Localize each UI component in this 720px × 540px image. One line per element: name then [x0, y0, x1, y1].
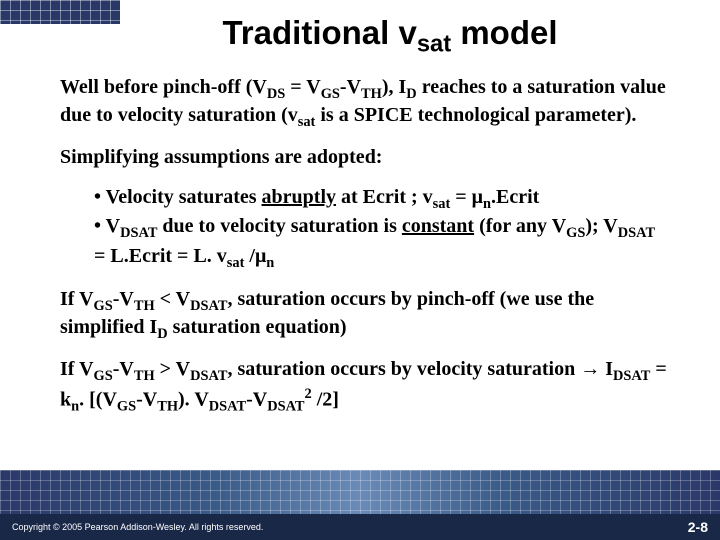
p1-t1: Well before pinch-off (V [60, 76, 267, 98]
p4-t9: ). V [178, 388, 209, 410]
slide-content: Traditional vsat model Well before pinch… [0, 0, 720, 415]
p4-s7: TH [157, 398, 178, 414]
title-pre: Traditional v [222, 14, 416, 51]
title-sub: sat [417, 31, 451, 58]
bullets: • Velocity saturates abruptly at Ecrit ;… [94, 184, 670, 273]
footer-bar: Copyright © 2005 Pearson Addison-Wesley.… [0, 514, 720, 540]
copyright-text: Copyright © 2005 Pearson Addison-Wesley.… [12, 522, 263, 532]
b2-s3: DSAT [618, 225, 655, 241]
p3-t3: < V [155, 288, 190, 310]
p3-t1: If V [60, 288, 94, 310]
p4-sup1: 2 [305, 386, 312, 402]
p3-t2: -V [113, 288, 134, 310]
page-number: 2-8 [688, 519, 708, 535]
p1-s4: D [406, 86, 416, 102]
p4-s1: GS [94, 368, 113, 384]
p1-t3: -V [340, 76, 361, 98]
paragraph-3: If VGS-VTH < VDSAT, saturation occurs by… [60, 287, 670, 343]
p4-s9: DSAT [267, 398, 304, 414]
b1-s2: n [483, 196, 491, 212]
p4-s3: DSAT [190, 368, 227, 384]
p3-s3: DSAT [190, 298, 227, 314]
p4-s2: TH [134, 368, 155, 384]
b2-t2: due to velocity saturation is [157, 215, 401, 237]
p4-s6: GS [117, 398, 136, 414]
p1-t6: is a SPICE technological parameter). [315, 104, 636, 126]
b1-t1: • Velocity saturates [94, 186, 262, 208]
p1-s2: GS [321, 86, 340, 102]
p4-s5: n [71, 398, 79, 414]
p4-s8: DSAT [209, 398, 246, 414]
p4-t1: If V [60, 358, 94, 380]
b1-t4: .Ecrit [491, 186, 539, 208]
p3-t5: saturation equation) [168, 316, 347, 338]
p3-s4: D [157, 326, 167, 342]
p4-t11: /2] [312, 388, 339, 410]
title-post: model [451, 14, 557, 51]
p1-s5: sat [298, 114, 316, 130]
b1-t3: = μ [450, 186, 483, 208]
b1-t2: at Ecrit ; v [336, 186, 433, 208]
p3-s2: TH [134, 298, 155, 314]
b2-s2: GS [566, 225, 585, 241]
b2-t1: • V [94, 215, 120, 237]
b2-s4: sat [227, 255, 245, 271]
p4-t8: -V [136, 388, 157, 410]
paragraph-2: Simplifying assumptions are adopted: [60, 145, 670, 170]
p1-s3: TH [361, 86, 382, 102]
p4-t4: , saturation occurs by velocity saturati… [227, 358, 580, 380]
bullet-1: • Velocity saturates abruptly at Ecrit ;… [94, 184, 670, 214]
b2-t4: ); V [585, 215, 617, 237]
p4-t5: I [600, 358, 613, 380]
p4-t7: . [(V [79, 388, 117, 410]
bullet-2: • VDSAT due to velocity saturation is co… [94, 213, 670, 272]
p1-t4: ), I [382, 76, 406, 98]
b2-s1: DSAT [120, 225, 157, 241]
b2-t3: (for any V [474, 215, 566, 237]
p4-t3: > V [155, 358, 190, 380]
b1-s1: sat [433, 196, 451, 212]
p1-s1: DS [267, 86, 285, 102]
b2-t5: = L.Ecrit = L. v [94, 245, 227, 267]
p1-t2: = V [285, 76, 320, 98]
p4-t10: -V [246, 388, 267, 410]
b2-u1: constant [402, 215, 474, 237]
paragraph-1: Well before pinch-off (VDS = VGS-VTH), I… [60, 75, 670, 131]
slide-title: Traditional vsat model [110, 14, 670, 59]
b2-s5: n [266, 255, 274, 271]
p3-s1: GS [94, 298, 113, 314]
b2-t6: /μ [244, 245, 266, 267]
arrow-icon: → [580, 358, 600, 380]
p4-t2: -V [113, 358, 134, 380]
bottom-decoration [0, 470, 720, 514]
b1-u1: abruptly [262, 186, 336, 208]
p4-s4: DSAT [613, 368, 650, 384]
paragraph-4: If VGS-VTH > VDSAT, saturation occurs by… [60, 357, 670, 416]
